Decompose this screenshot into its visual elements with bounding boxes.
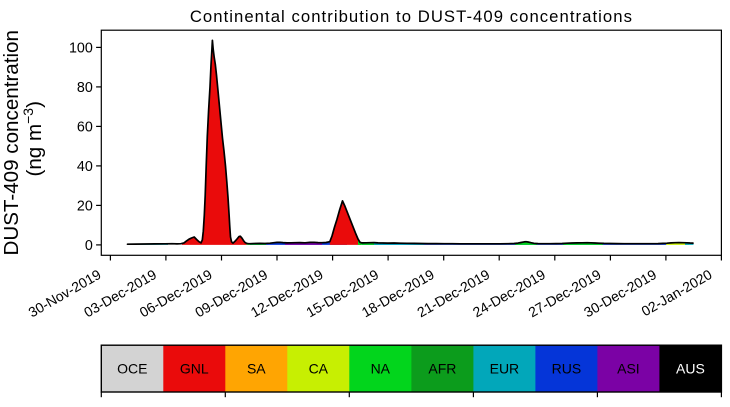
svg-text:80: 80 xyxy=(77,80,93,96)
svg-text:Continental contribution to DU: Continental contribution to DUST-409 con… xyxy=(190,7,633,26)
svg-text:AUS: AUS xyxy=(676,361,705,377)
svg-text:0: 0 xyxy=(85,238,93,254)
svg-text:OCE: OCE xyxy=(117,361,147,377)
svg-text:100: 100 xyxy=(69,40,93,56)
svg-text:ASI: ASI xyxy=(617,361,640,377)
svg-text:DUST-409 concentration: DUST-409 concentration xyxy=(0,30,23,256)
svg-text:CA: CA xyxy=(309,361,329,377)
svg-text:SA: SA xyxy=(247,361,266,377)
svg-text:20: 20 xyxy=(77,198,93,214)
svg-text:EUR: EUR xyxy=(490,361,520,377)
svg-text:AFR: AFR xyxy=(428,361,456,377)
svg-text:40: 40 xyxy=(77,159,93,175)
svg-text:60: 60 xyxy=(77,119,93,135)
svg-text:NA: NA xyxy=(371,361,391,377)
svg-text:GNL: GNL xyxy=(180,361,209,377)
svg-text:RUS: RUS xyxy=(552,361,582,377)
